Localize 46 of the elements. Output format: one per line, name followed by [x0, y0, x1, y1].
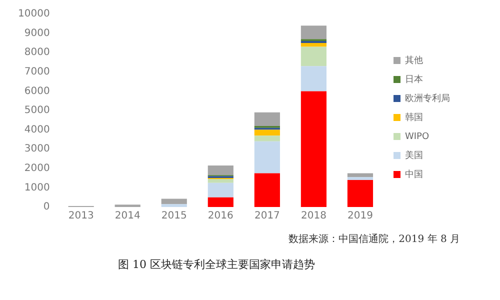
- y-tick-label: 0: [43, 202, 50, 213]
- legend-label: 欧洲专利局: [405, 92, 450, 104]
- x-tick-label: 2016: [208, 210, 234, 222]
- legend-label: 美国: [405, 150, 423, 161]
- bar: [254, 112, 280, 126]
- legend-label: 韩国: [405, 112, 423, 123]
- x-tick-label: 2014: [114, 210, 140, 222]
- bar: [208, 166, 234, 176]
- x-tick-label: 2018: [300, 210, 326, 222]
- source-note: 数据来源：中国信通院，2019 年 8 月: [288, 232, 460, 246]
- bar: [347, 173, 374, 178]
- bar: [300, 66, 327, 92]
- bar: [300, 91, 327, 207]
- bar: [347, 177, 374, 180]
- legend-label: 其他: [405, 54, 423, 66]
- bar: [254, 136, 280, 142]
- y-tick-label: 9000: [24, 28, 50, 39]
- x-tick-label: 2019: [348, 210, 373, 222]
- x-tick-label: 2017: [254, 210, 280, 222]
- bar: [254, 130, 280, 136]
- text: 图 10 区块链专利全球主要国家申请趋势: [118, 257, 315, 272]
- legend-label: 日本: [405, 74, 423, 85]
- bar: [254, 141, 280, 174]
- x-tick-label: 2015: [161, 210, 187, 222]
- bar: [161, 198, 187, 204]
- y-tick-label: 8000: [24, 47, 50, 58]
- y-tick-label: 10000: [18, 8, 50, 20]
- bar: [300, 42, 327, 47]
- bar: [208, 182, 234, 198]
- y-tick-label: 1000: [24, 182, 50, 194]
- bar: [300, 26, 327, 40]
- bar: [254, 173, 280, 207]
- y-tick-label: 3000: [24, 144, 50, 155]
- bar: [208, 179, 234, 183]
- y-tick-label: 6000: [24, 86, 50, 97]
- y-tick-label: 5000: [24, 105, 50, 116]
- bar: [300, 46, 327, 66]
- y-tick-label: 4000: [24, 124, 50, 136]
- bar: [347, 180, 374, 207]
- bar: [161, 204, 187, 207]
- legend-label: WIPO: [405, 132, 430, 142]
- bar: [208, 197, 234, 207]
- x-tick-label: 2013: [68, 210, 94, 222]
- y-tick-label: 2000: [24, 162, 50, 174]
- y-tick-label: 7000: [24, 66, 50, 78]
- legend-label: 中国: [405, 168, 423, 180]
